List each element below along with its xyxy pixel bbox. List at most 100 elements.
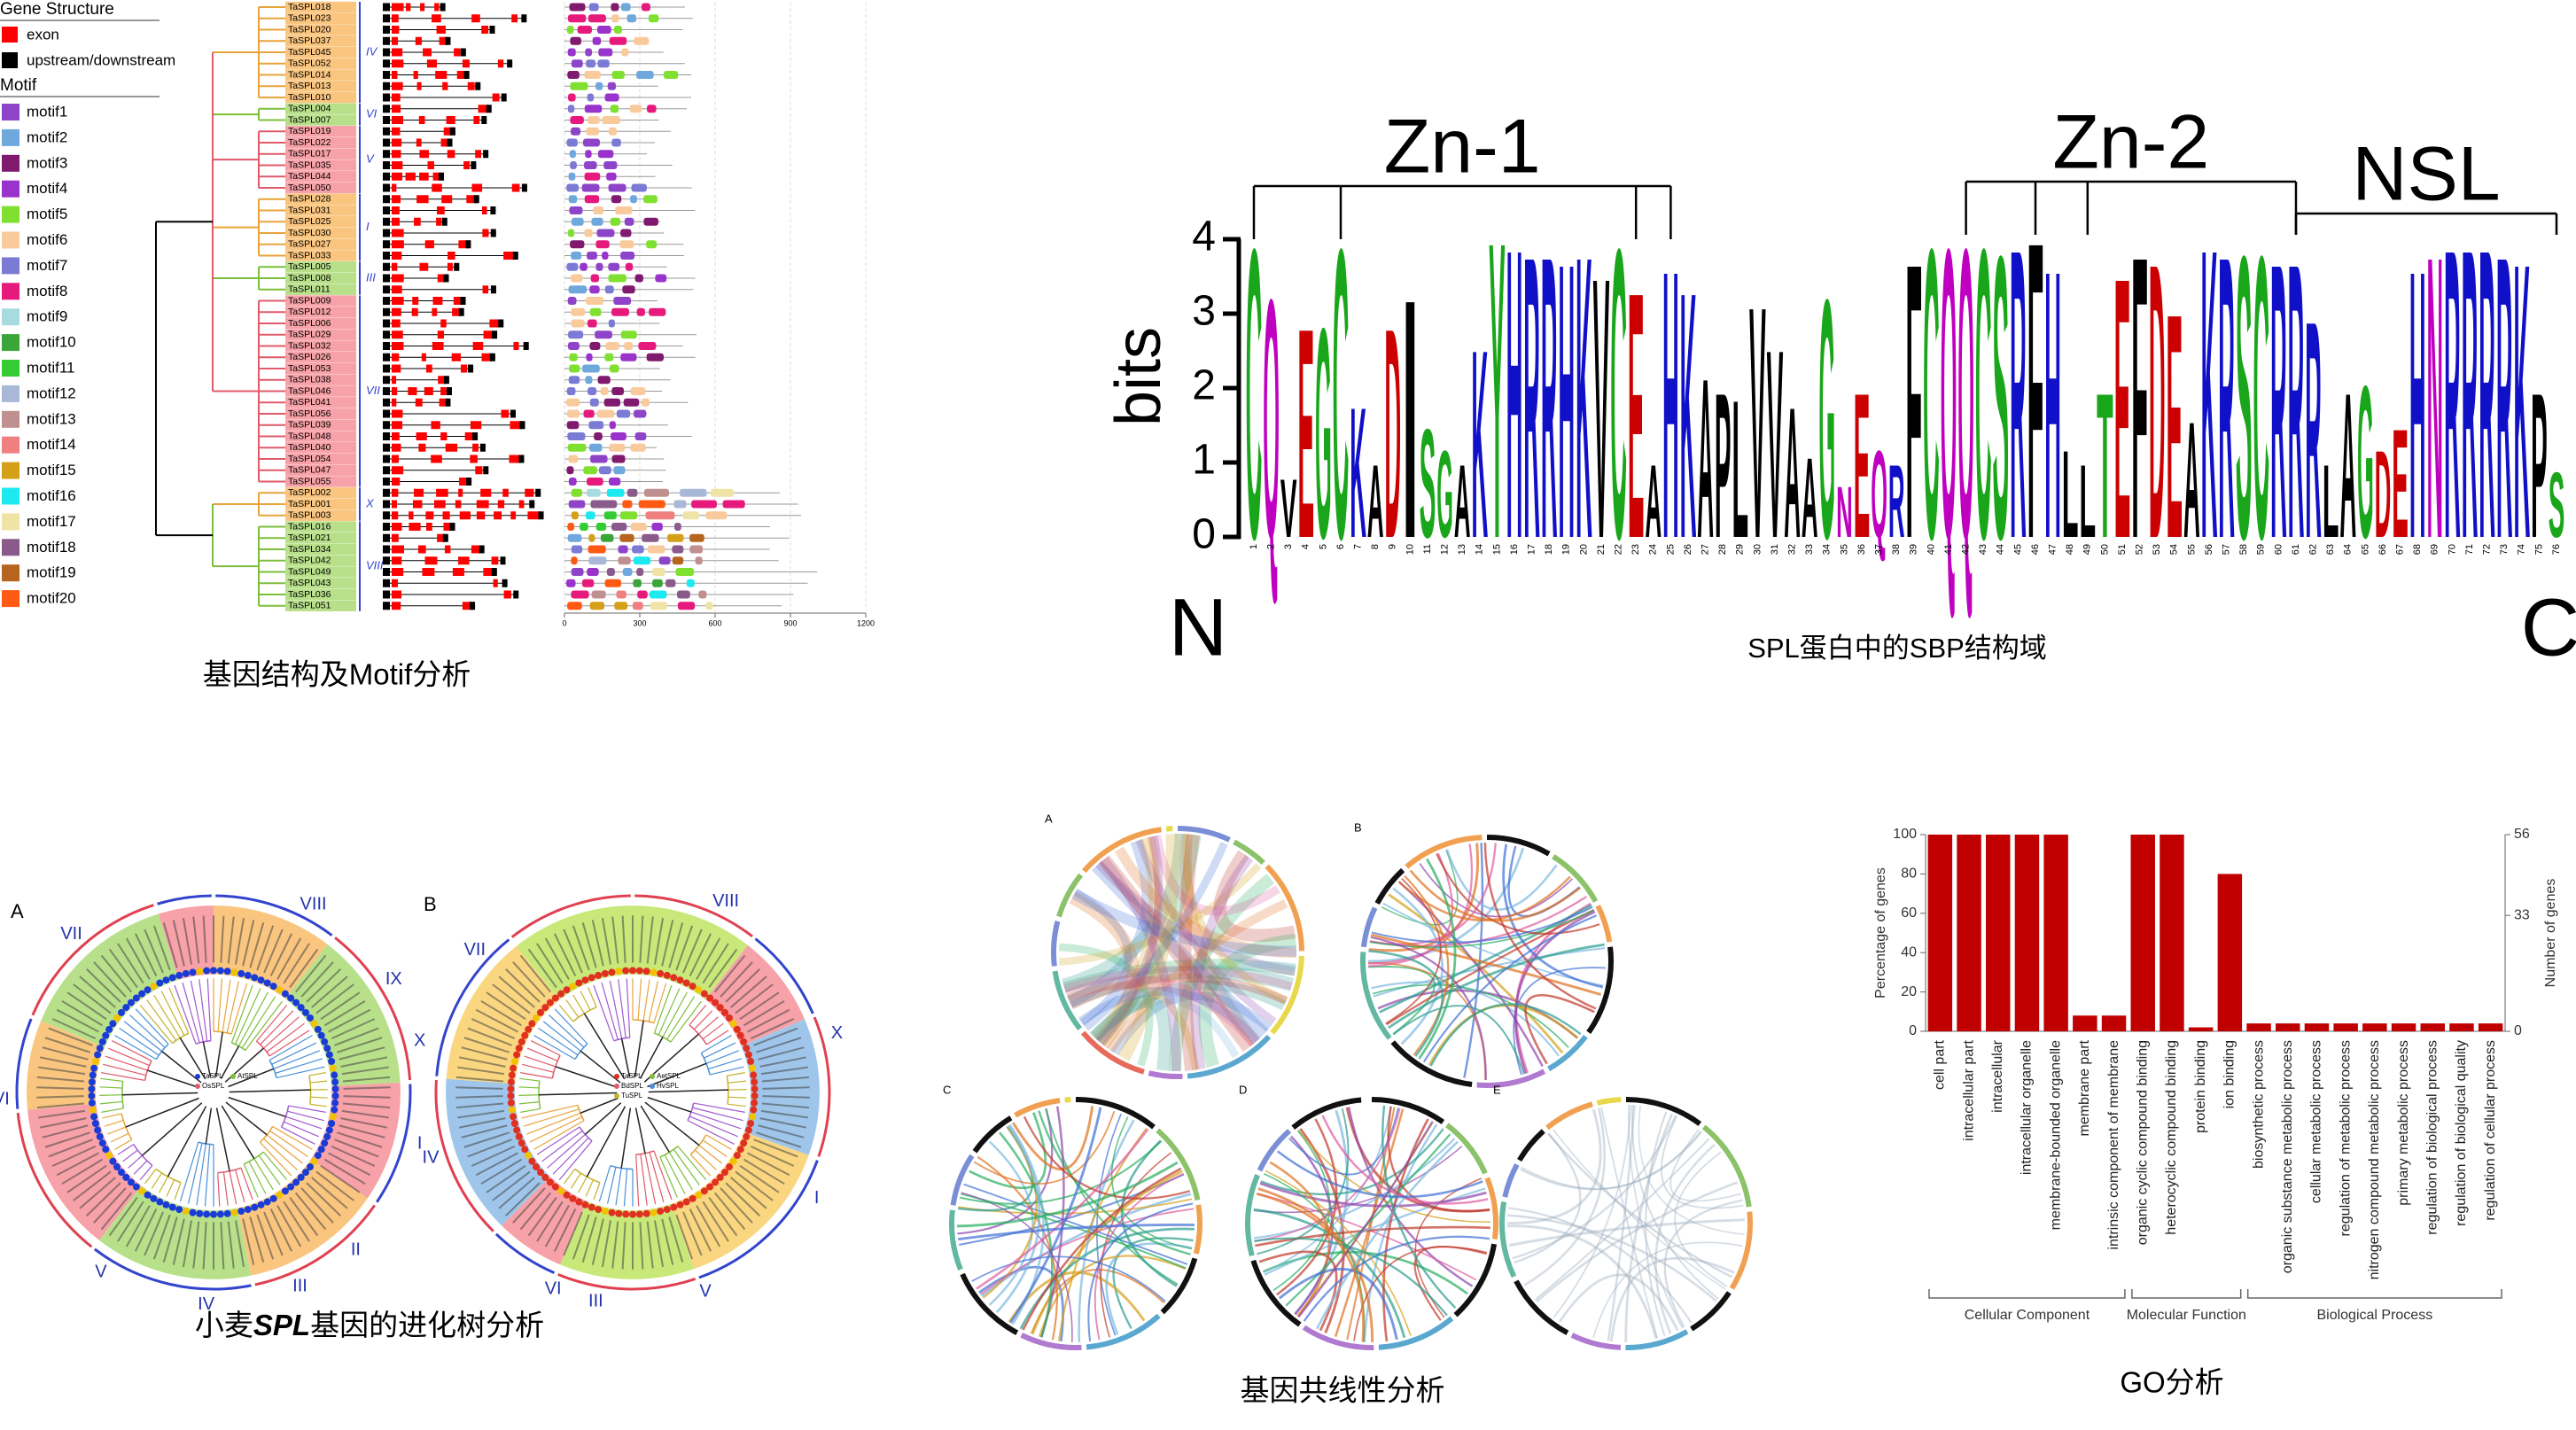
tree-branch [229,1089,311,1093]
motif-block [588,116,600,124]
exon [462,602,474,610]
motif-block [582,364,600,373]
species-label: OsSPL [202,1082,225,1090]
tree-branch [642,979,650,1021]
tree-branch [103,1063,146,1076]
synteny-link [971,1255,1166,1302]
gene-label-bg [285,442,356,454]
position-label: 58 [2238,544,2249,555]
motif-block [591,590,606,599]
motif-label: motif7 [27,257,67,274]
gene-label: TaSPL027 [288,239,331,250]
synteny-link [1168,874,1275,1072]
residue-letter: A [2183,386,2200,571]
motif-swatch [2,564,19,582]
motif-block [569,206,583,214]
motif-swatch [2,410,19,428]
tree-branch [519,1077,540,1082]
utr [521,183,527,192]
exon [392,262,398,271]
exon [427,161,434,169]
gene-label: TaSPL052 [288,58,331,69]
leaf-label [743,999,785,1027]
tree-branch [572,994,585,1014]
exon [497,500,505,509]
leaf-marker [622,1210,630,1218]
leaf-label [762,1086,810,1090]
leaf-label [311,975,348,1008]
motif-block [568,455,579,463]
tree-branch [248,1161,267,1194]
motif-block [569,3,586,12]
leaf-marker [328,1058,336,1066]
exon [392,285,402,294]
position-label: 54 [2169,544,2180,555]
synteny-link [1607,1105,1636,1341]
leaf-label [762,1095,810,1099]
motif-block [585,150,592,159]
tree-branch [243,1163,259,1198]
clade-label: VII [464,940,486,960]
exon [471,545,480,554]
x-tick-label: intracellular organelle [2020,1040,2035,1175]
leaf-label [66,991,107,1021]
leaf-marker [513,1051,521,1059]
synteny-link [1547,1133,1733,1278]
exon [440,432,447,440]
tree-branch [135,1008,169,1045]
position-label: 27 [1700,544,1711,555]
leaf-marker [127,1178,135,1186]
leaf-marker [575,979,583,987]
exon [451,353,462,361]
synteny-link [1368,950,1444,1057]
position-label: 4 [1301,544,1311,549]
gene-label: TaSPL049 [288,566,331,577]
chromosome-arc [1148,1070,1183,1079]
leaf-label [108,1196,138,1237]
exon [454,48,461,57]
leaf-label [234,1220,245,1268]
gene-label: TaSPL035 [288,159,331,170]
y-tick-label: 20 [1901,984,1917,999]
chromosome-arc [1265,864,1304,952]
chromosome-arc [1547,1034,1588,1072]
motif-block [604,93,619,102]
exon [392,602,401,610]
motif-block [632,545,644,554]
exon [424,556,438,565]
tree-branch [518,1086,540,1089]
tree-branch [206,978,212,1041]
leaf-label [42,1046,89,1061]
exon [442,82,448,90]
residue-letter: A [2339,352,2356,582]
motif-block [689,533,704,542]
clade-rim [334,936,412,1081]
leaf-marker [546,1178,554,1186]
tree-branch [229,1170,237,1205]
tree-branch [649,1152,665,1203]
leaf-marker [244,971,252,979]
tree-branch [174,1182,182,1201]
y-axis-title: Percentage of genes [1873,867,1888,999]
synteny-link [1661,1115,1744,1209]
gene-label-bg [285,171,356,183]
clade-sector [237,1159,368,1276]
utr [500,556,506,565]
residue-letter: H [1662,191,1679,618]
leaf-marker [689,1194,697,1202]
leaf-marker [518,1139,525,1147]
chromosome-arc [1360,952,1392,1040]
utr [383,330,390,339]
utr [479,545,485,554]
residue-letter: C [1333,162,1350,626]
exon [392,523,402,531]
tree-branch [609,980,623,1039]
residue-letter: D [1384,265,1401,600]
motif-block [711,488,735,497]
leaf-label [300,1187,334,1224]
leaf-label [759,1117,807,1129]
position-label: 66 [2378,544,2388,555]
motif-block [611,138,621,147]
tree-branch [708,1058,743,1070]
gene-label-bg [285,588,356,601]
